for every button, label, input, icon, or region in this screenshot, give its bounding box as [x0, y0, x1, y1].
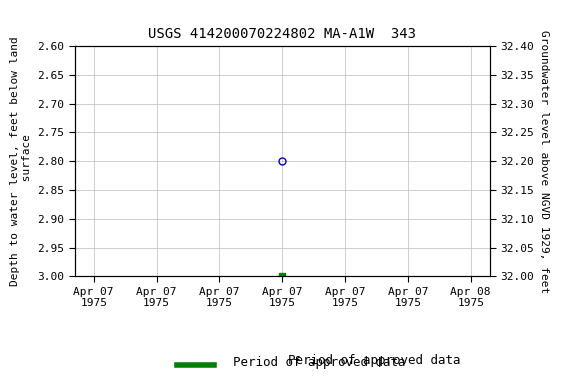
Y-axis label: Groundwater level above NGVD 1929, feet: Groundwater level above NGVD 1929, feet — [539, 30, 550, 293]
Y-axis label: Depth to water level, feet below land
 surface: Depth to water level, feet below land su… — [10, 36, 32, 286]
Text: Period of approved data: Period of approved data — [233, 356, 406, 369]
Text: Period of approved data: Period of approved data — [288, 354, 460, 367]
Title: USGS 414200070224802 MA-A1W  343: USGS 414200070224802 MA-A1W 343 — [148, 27, 416, 41]
